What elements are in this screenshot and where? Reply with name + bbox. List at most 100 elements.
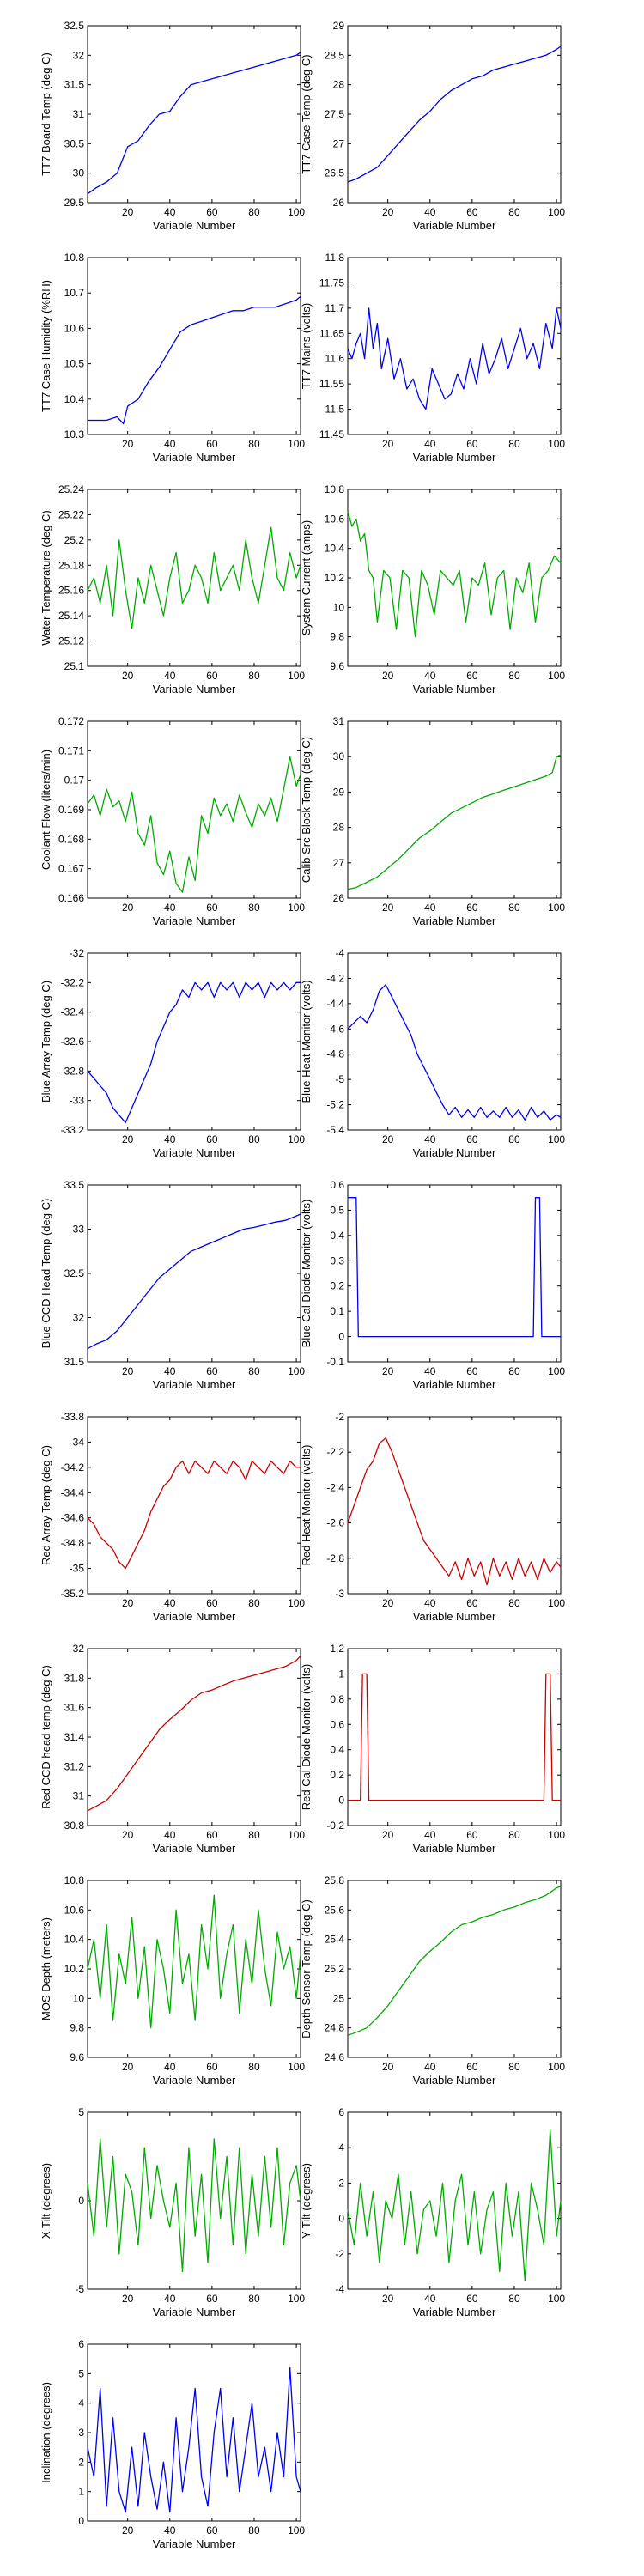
series-line [87,526,301,629]
y-axis-label: Blue Array Temp (deg C) [39,981,52,1103]
y-tick-label: 27.5 [325,108,345,120]
y-tick-label: 3 [78,2427,84,2439]
x-tick-label: 40 [164,2524,176,2537]
y-tick-label: 30.5 [64,137,85,149]
y-axis-label: Inclination (degrees) [39,2382,52,2483]
x-axis-label: Variable Number [413,2306,496,2318]
x-tick-label: 40 [424,438,436,450]
x-tick-label: 100 [288,1365,305,1377]
y-tick-label: -5 [335,1073,344,1085]
series-line [347,511,562,638]
x-tick-label: 40 [424,2293,436,2305]
x-tick-label: 60 [206,1829,218,1841]
y-tick-label: 0.6 [330,1718,344,1730]
y-tick-label: 25.24 [58,483,84,495]
series-line [347,1886,562,2036]
x-axis-label: Variable Number [413,914,496,927]
y-tick-label: 25.1 [64,660,85,672]
y-axis-label: Red Array Temp (deg C) [39,1445,52,1565]
y-tick-label: 10.6 [325,513,345,525]
x-tick-label: 40 [164,206,176,218]
x-tick-label: 20 [382,2061,394,2073]
x-axis-label: Variable Number [153,1378,236,1391]
y-tick-label: 9.6 [70,2051,84,2063]
x-tick-label: 60 [206,1365,218,1377]
series-line [87,1894,301,2029]
x-axis-label: Variable Number [413,1378,496,1391]
x-tick-label: 60 [466,2061,478,2073]
series-line [347,307,562,410]
x-tick-label: 100 [288,1133,305,1145]
x-tick-label: 20 [382,1597,394,1609]
y-tick-label: -4 [335,947,344,959]
x-tick-label: 20 [122,670,134,682]
y-tick-label: 27 [333,137,345,149]
x-tick-label: 80 [248,1597,260,1609]
y-tick-label: 9.6 [330,660,344,672]
y-tick-label: 10.2 [64,1963,85,1975]
y-axis-label: Red CCD head temp (deg C) [39,1665,52,1809]
x-tick-label: 80 [248,2524,260,2537]
y-tick-label: -32.8 [61,1065,85,1077]
y-tick-label: 9.8 [70,2022,84,2034]
x-tick-label: 100 [548,2293,565,2305]
y-tick-label: 31 [73,108,85,120]
y-tick-label: -4.6 [326,1023,344,1035]
x-tick-label: 60 [466,1597,478,1609]
chart-panel-8: 26 27 28 29 30 31 20 40 60 80 100 Variable Number Ca… [300,715,565,927]
y-axis-label: TT7 Case Humidity (%RH) [39,280,52,412]
y-tick-label: -4.2 [326,972,344,984]
x-tick-label: 100 [548,1365,565,1377]
y-tick-label: 9.8 [330,631,344,643]
x-axis-label: Variable Number [153,683,236,696]
y-tick-label: 0.4 [330,1230,344,1242]
y-tick-label: -34.6 [61,1512,85,1524]
x-tick-label: 20 [382,2293,394,2305]
x-axis-label: Variable Number [153,1146,236,1159]
x-tick-label: 60 [466,438,478,450]
plot-area-box [347,1648,562,1826]
x-tick-label: 60 [466,206,478,218]
chart-panel-5: 25.1 25.12 25.14 25.16 25.18 25.2 25.22 25.24 20… [39,483,305,696]
x-tick-label: 40 [424,670,436,682]
y-tick-label: 10.4 [325,543,345,555]
y-tick-label: 6 [78,2338,84,2350]
y-tick-label: -2 [335,2248,344,2260]
x-tick-label: 20 [122,1365,134,1377]
y-tick-label: -5 [75,2283,84,2295]
x-tick-label: 100 [288,438,305,450]
y-tick-label: 11.45 [319,428,344,440]
y-tick-label: 25.16 [58,585,84,597]
x-tick-label: 20 [382,438,394,450]
y-tick-label: 0 [338,2213,344,2225]
x-tick-label: 80 [508,670,520,682]
x-tick-label: 40 [164,1365,176,1377]
x-tick-label: 60 [206,206,218,218]
x-axis-label: Variable Number [153,2306,236,2318]
x-tick-label: 20 [382,902,394,914]
x-tick-label: 100 [548,1597,565,1609]
x-tick-label: 80 [248,2293,260,2305]
y-tick-label: 2 [338,2177,344,2189]
y-tick-label: 0.2 [330,1769,344,1781]
x-axis-label: Variable Number [153,914,236,927]
y-axis-label: Y Tilt (degrees) [300,2163,313,2239]
y-tick-label: 10.2 [325,572,345,584]
y-tick-label: 10.6 [64,322,85,334]
chart-panel-10: -5.4 -5.2 -5 -4.8 -4.6 -4.4 -4.2 -4 20 40 60 80 100 V… [300,947,565,1159]
x-axis-label: Variable Number [153,2537,236,2550]
x-axis-label: Variable Number [153,2074,236,2087]
plot-area-box [87,257,301,435]
y-tick-label: 10.3 [64,428,85,440]
y-tick-label: 31.4 [64,1731,85,1743]
y-tick-label: 0.6 [330,1179,344,1191]
x-tick-label: 40 [424,1133,436,1145]
chart-panel-14: -3 -2.8 -2.6 -2.4 -2.2 -2 20 40 60 80 100 Variable … [300,1411,565,1623]
y-tick-label: 0.172 [58,715,84,727]
series-line [347,754,562,890]
y-tick-label: 0.3 [330,1255,344,1267]
x-tick-label: 60 [206,438,218,450]
x-tick-label: 60 [466,1829,478,1841]
x-tick-label: 60 [466,1133,478,1145]
x-axis-label: Variable Number [153,219,236,232]
